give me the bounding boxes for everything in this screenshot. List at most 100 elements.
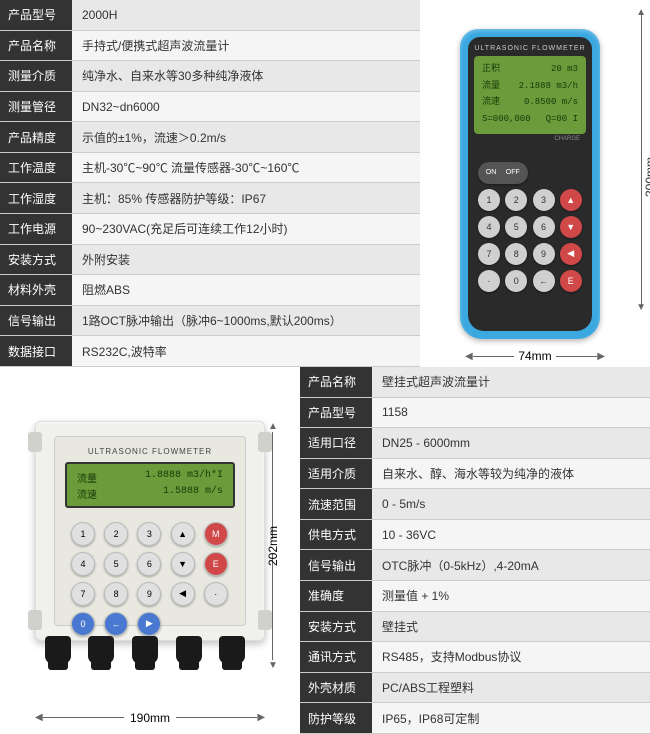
spec-label: 安装方式	[300, 611, 372, 642]
dimension-width-arrow: ◀ 74mm ▶	[465, 349, 605, 363]
spec-label: 材料外壳	[0, 275, 72, 306]
handheld-keypad: ON OFF 123▲ 456▼ 789◀ ·0 ←E	[474, 162, 586, 292]
keypad-key[interactable]: 5	[505, 216, 527, 238]
device-title: ULTRASONIC FLOWMETER	[474, 45, 586, 52]
spec-value: 壁挂式	[372, 611, 650, 642]
spec-row: 测量管径DN32~dn6000	[0, 91, 420, 122]
spec-row: 测量介质纯净水、自来水等30多种纯净液体	[0, 61, 420, 92]
spec-value: 90~230VAC(充足后可连续工作12小时)	[72, 214, 420, 245]
spec-label: 工作电源	[0, 214, 72, 245]
dimension-width-label: 74mm	[514, 349, 555, 363]
spec-value: RS232C,波特率	[72, 336, 420, 367]
product-panel-wallmount: ULTRASONIC FLOWMETER 流量1.8888 m3/h*I流速1.…	[0, 367, 300, 734]
section-handheld: 产品型号2000H产品名称手持式/便携式超声波流量计测量介质纯净水、自来水等30…	[0, 0, 650, 367]
wallmount-keypad: 123 ▲ M 456 ▼ E 789 ◀ · 0 ← ▶	[65, 522, 235, 636]
spec-label: 产品精度	[0, 122, 72, 153]
spec-row: 准确度测量值 + 1%	[300, 581, 650, 612]
device-title: ULTRASONIC FLOWMETER	[65, 447, 235, 456]
spec-value: 测量值 + 1%	[372, 581, 650, 612]
keypad-key[interactable]: 9	[533, 243, 555, 265]
keypad-key[interactable]: ◀	[560, 243, 582, 265]
spec-row: 产品精度示值的±1%，流速＞0.2m/s	[0, 122, 420, 153]
keypad-key[interactable]: ▲	[560, 189, 582, 211]
spec-label: 测量介质	[0, 61, 72, 92]
spec-table-wallmount: 产品名称壁挂式超声波流量计产品型号1158适用口径DN25 - 6000mm适用…	[300, 367, 650, 734]
spec-row: 材料外壳阻燃ABS	[0, 275, 420, 306]
wallmount-device: ULTRASONIC FLOWMETER 流量1.8888 m3/h*I流速1.…	[35, 421, 275, 681]
keypad-key[interactable]: 4	[71, 552, 95, 576]
keypad-key[interactable]: 0	[71, 612, 95, 636]
product-panel-handheld: ULTRASONIC FLOWMETER 正积20 m3流量2.1888 m3/…	[420, 0, 650, 367]
spec-row: 产品名称壁挂式超声波流量计	[300, 367, 650, 397]
spec-value: 主机：85% 传感器防护等级：IP67	[72, 183, 420, 214]
spec-label: 供电方式	[300, 519, 372, 550]
cable-gland	[219, 636, 245, 664]
spec-label: 产品型号	[0, 0, 72, 30]
keypad-key[interactable]: ←	[104, 612, 128, 636]
spec-row: 适用口径DN25 - 6000mm	[300, 428, 650, 459]
dimension-height-label: 200mm	[643, 157, 650, 197]
keypad-key[interactable]: 4	[478, 216, 500, 238]
keypad-key[interactable]: ←	[533, 270, 555, 292]
on-off-key[interactable]: ON OFF	[478, 162, 528, 184]
cable-gland	[88, 636, 114, 664]
keypad-key[interactable]: 6	[137, 552, 161, 576]
keypad-key[interactable]: 1	[478, 189, 500, 211]
spec-label: 产品名称	[0, 30, 72, 61]
keypad-key[interactable]: ·	[478, 270, 500, 292]
keypad-key[interactable]: 9	[137, 582, 161, 606]
keypad-key[interactable]: 8	[104, 582, 128, 606]
handheld-device: ULTRASONIC FLOWMETER 正积20 m3流量2.1888 m3/…	[460, 29, 600, 339]
spec-table-handheld: 产品型号2000H产品名称手持式/便携式超声波流量计测量介质纯净水、自来水等30…	[0, 0, 420, 367]
spec-row: 产品型号2000H	[0, 0, 420, 30]
spec-row: 流速范围0 - 5m/s	[300, 489, 650, 520]
spec-value: RS485，支持Modbus协议	[372, 642, 650, 673]
keypad-key[interactable]: ▲	[171, 522, 195, 546]
spec-value: 主机-30℃~90℃ 流量传感器-30℃~160℃	[72, 152, 420, 183]
keypad-key[interactable]: 5	[104, 552, 128, 576]
spec-row: 适用介质自来水、醇、海水等较为纯净的液体	[300, 458, 650, 489]
keypad-key[interactable]: 7	[71, 582, 95, 606]
spec-value: 2000H	[72, 0, 420, 30]
spec-row: 数据接口RS232C,波特率	[0, 336, 420, 367]
spec-label: 测量管径	[0, 91, 72, 122]
keypad-key[interactable]: 7	[478, 243, 500, 265]
keypad-key[interactable]: ·	[204, 582, 228, 606]
spec-label: 适用介质	[300, 458, 372, 489]
keypad-key[interactable]: 8	[505, 243, 527, 265]
spec-row: 工作电源90~230VAC(充足后可连续工作12小时)	[0, 214, 420, 245]
spec-label: 适用口径	[300, 428, 372, 459]
spec-value: 0 - 5m/s	[372, 489, 650, 520]
spec-value: 外附安装	[72, 244, 420, 275]
keypad-key[interactable]: 0	[505, 270, 527, 292]
spec-label: 防护等级	[300, 703, 372, 734]
spec-row: 安装方式壁挂式	[300, 611, 650, 642]
keypad-key[interactable]: E	[204, 552, 228, 576]
keypad-key[interactable]: 2	[505, 189, 527, 211]
keypad-key[interactable]: ▼	[560, 216, 582, 238]
keypad-key[interactable]: ▶	[137, 612, 161, 636]
keypad-key[interactable]: ▼	[171, 552, 195, 576]
spec-row: 供电方式10 - 36VC	[300, 519, 650, 550]
spec-row: 安装方式外附安装	[0, 244, 420, 275]
keypad-key[interactable]: 3	[533, 189, 555, 211]
spec-label: 通讯方式	[300, 642, 372, 673]
spec-label: 数据接口	[0, 336, 72, 367]
spec-value: 手持式/便携式超声波流量计	[72, 30, 420, 61]
keypad-key[interactable]: 3	[137, 522, 161, 546]
keypad-key[interactable]: M	[204, 522, 228, 546]
keypad-key[interactable]: 6	[533, 216, 555, 238]
keypad-key[interactable]: 1	[71, 522, 95, 546]
spec-row: 通讯方式RS485，支持Modbus协议	[300, 642, 650, 673]
keypad-key[interactable]: 2	[104, 522, 128, 546]
keypad-key[interactable]: E	[560, 270, 582, 292]
spec-label: 工作温度	[0, 152, 72, 183]
spec-value: PC/ABS工程塑料	[372, 672, 650, 703]
spec-value: 示值的±1%，流速＞0.2m/s	[72, 122, 420, 153]
spec-row: 工作温度主机-30℃~90℃ 流量传感器-30℃~160℃	[0, 152, 420, 183]
spec-row: 信号输出1路OCT脉冲输出（脉冲6~1000ms,默认200ms）	[0, 305, 420, 336]
spec-label: 准确度	[300, 581, 372, 612]
keypad-key[interactable]: ◀	[171, 582, 195, 606]
spec-label: 外壳材质	[300, 672, 372, 703]
cable-gland	[176, 636, 202, 664]
